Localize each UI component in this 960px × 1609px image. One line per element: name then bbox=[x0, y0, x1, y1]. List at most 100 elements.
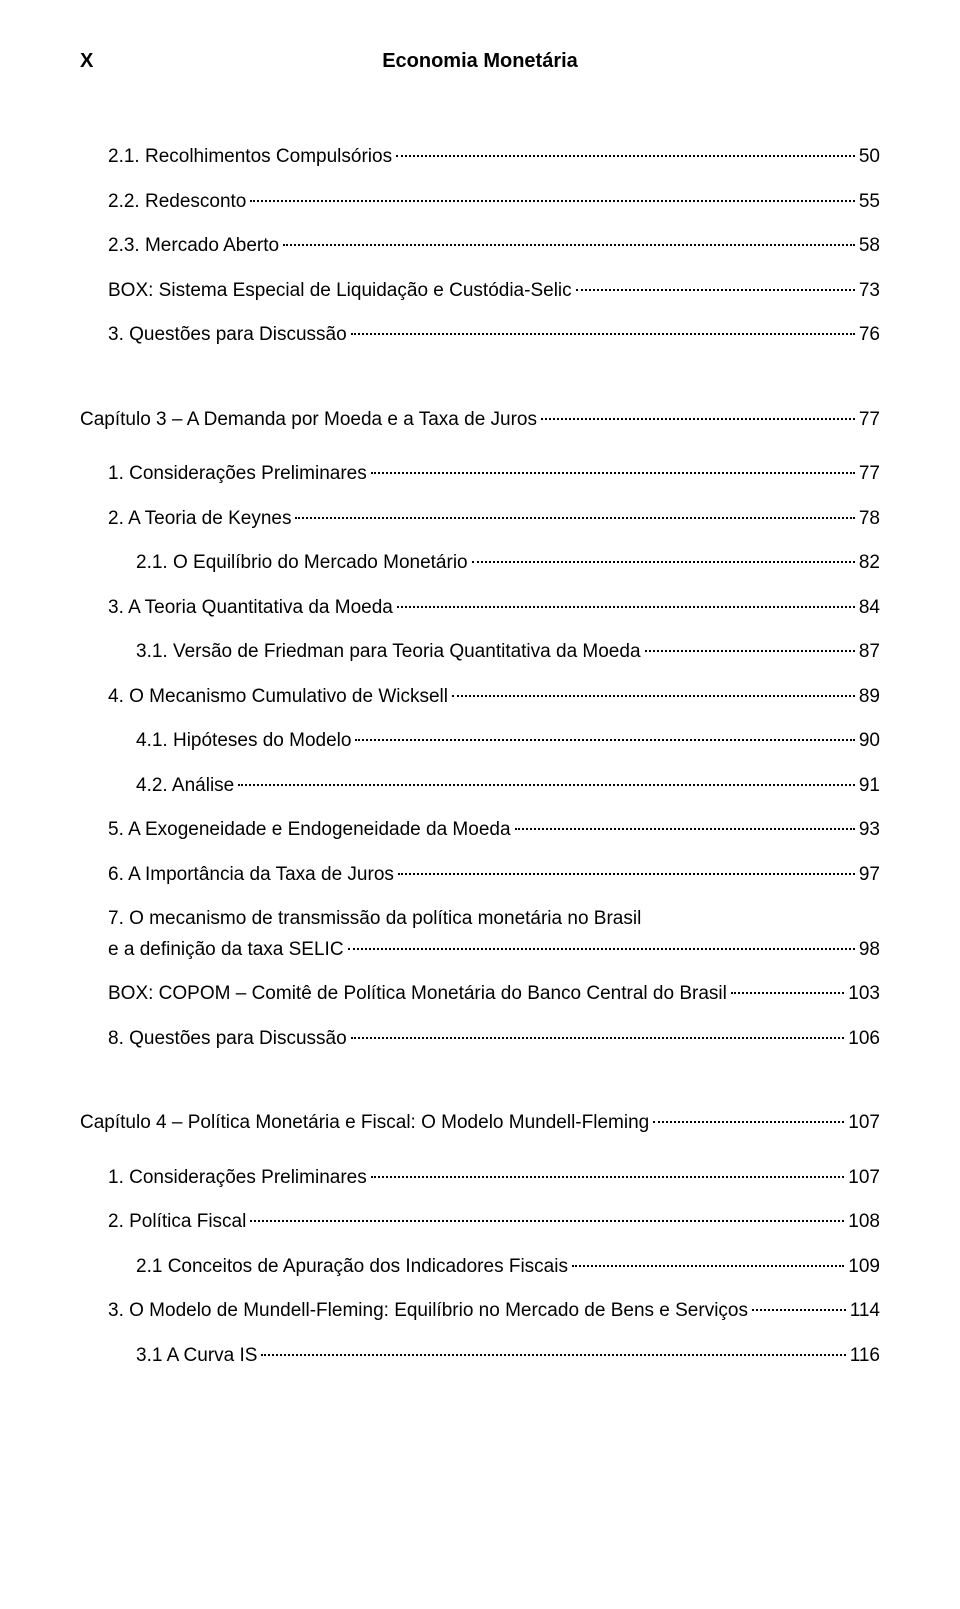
toc-dots bbox=[250, 200, 854, 202]
toc-dots bbox=[396, 155, 855, 157]
toc-dots bbox=[576, 289, 855, 291]
toc-text: 2. A Teoria de Keynes bbox=[108, 505, 291, 534]
toc-text: 2.1 Conceitos de Apuração dos Indicadore… bbox=[136, 1253, 568, 1282]
toc-text: 3.1. Versão de Friedman para Teoria Quan… bbox=[136, 638, 641, 667]
toc-text: 1. Considerações Preliminares bbox=[108, 1164, 367, 1193]
toc-text: 3.1 A Curva IS bbox=[136, 1342, 257, 1371]
toc-page: 87 bbox=[859, 638, 880, 667]
toc-dots bbox=[398, 873, 855, 875]
toc-text: 4.1. Hipóteses do Modelo bbox=[136, 727, 351, 756]
toc-page: 106 bbox=[848, 1025, 880, 1054]
toc-entry: 3.1. Versão de Friedman para Teoria Quan… bbox=[80, 638, 880, 667]
toc-container: 2.1. Recolhimentos Compulsórios 50 2.2. Re… bbox=[80, 143, 880, 1370]
toc-entry: 2. Política Fiscal108 bbox=[80, 1208, 880, 1237]
toc-page: 76 bbox=[859, 321, 880, 350]
toc-dots bbox=[731, 992, 844, 994]
toc-text: 2.3. Mercado Aberto bbox=[108, 232, 279, 261]
toc-entry: 2.1. Recolhimentos Compulsórios 50 bbox=[80, 143, 880, 172]
toc-dots bbox=[371, 1176, 845, 1178]
toc-entry: 2.1. O Equilíbrio do Mercado Monetário82 bbox=[80, 549, 880, 578]
toc-text: 3. Questões para Discussão bbox=[108, 321, 347, 350]
toc-dots bbox=[515, 828, 855, 830]
toc-text: BOX: Sistema Especial de Liquidação e Cu… bbox=[108, 277, 572, 306]
toc-dots bbox=[295, 517, 854, 519]
toc-text: e a definição da taxa SELIC bbox=[108, 936, 344, 965]
toc-entry: 5. A Exogeneidade e Endogeneidade da Moe… bbox=[80, 816, 880, 845]
toc-page: 91 bbox=[859, 772, 880, 801]
toc-entry: 2.1 Conceitos de Apuração dos Indicadore… bbox=[80, 1253, 880, 1282]
toc-text: 6. A Importância da Taxa de Juros bbox=[108, 861, 394, 890]
toc-text: 7. O mecanismo de transmissão da polític… bbox=[108, 905, 880, 934]
toc-dots bbox=[351, 333, 855, 335]
toc-page: 77 bbox=[859, 406, 880, 435]
toc-dots bbox=[348, 948, 855, 950]
toc-entry: 3. A Teoria Quantitativa da Moeda 84 bbox=[80, 594, 880, 623]
toc-page: 93 bbox=[859, 816, 880, 845]
toc-dots bbox=[250, 1220, 844, 1222]
toc-entry: 6. A Importância da Taxa de Juros 97 bbox=[80, 861, 880, 890]
toc-dots bbox=[371, 472, 855, 474]
toc-page: 107 bbox=[848, 1164, 880, 1193]
toc-dots bbox=[752, 1309, 846, 1311]
toc-entry: BOX: Sistema Especial de Liquidação e Cu… bbox=[80, 277, 880, 306]
toc-page: 108 bbox=[848, 1208, 880, 1237]
toc-page: 109 bbox=[848, 1253, 880, 1282]
toc-page: 78 bbox=[859, 505, 880, 534]
toc-page: 98 bbox=[859, 936, 880, 965]
toc-dots bbox=[653, 1121, 844, 1123]
toc-text: 2.2. Redesconto bbox=[108, 188, 246, 217]
toc-entry: 4.2. Análise91 bbox=[80, 772, 880, 801]
toc-page: 103 bbox=[848, 980, 880, 1009]
toc-page: 107 bbox=[848, 1109, 880, 1138]
toc-text: 2.1. O Equilíbrio do Mercado Monetário bbox=[136, 549, 468, 578]
toc-entry: Capítulo 4 – Política Monetária e Fiscal… bbox=[80, 1109, 880, 1138]
toc-entry: 1. Considerações Preliminares 77 bbox=[80, 460, 880, 489]
toc-entry: 3.1 A Curva IS116 bbox=[80, 1342, 880, 1371]
toc-entry: 2.3. Mercado Aberto 58 bbox=[80, 232, 880, 261]
toc-dots bbox=[645, 650, 855, 652]
toc-text: 3. A Teoria Quantitativa da Moeda bbox=[108, 594, 393, 623]
header-row: X Economia Monetária bbox=[80, 50, 880, 73]
toc-text: 4. O Mecanismo Cumulativo de Wicksell bbox=[108, 683, 448, 712]
toc-text: Capítulo 4 – Política Monetária e Fiscal… bbox=[80, 1109, 649, 1138]
toc-text: 2.1. Recolhimentos Compulsórios bbox=[108, 143, 392, 172]
spacer bbox=[80, 366, 880, 406]
toc-dots bbox=[472, 561, 855, 563]
toc-page: 97 bbox=[859, 861, 880, 890]
toc-dots bbox=[351, 1037, 845, 1039]
toc-text: 1. Considerações Preliminares bbox=[108, 460, 367, 489]
toc-dots bbox=[397, 606, 855, 608]
toc-dots bbox=[452, 695, 855, 697]
toc-dots bbox=[283, 244, 855, 246]
toc-page: 77 bbox=[859, 460, 880, 489]
toc-entry: Capítulo 3 – A Demanda por Moeda e a Tax… bbox=[80, 406, 880, 435]
toc-page: 55 bbox=[859, 188, 880, 217]
toc-dots bbox=[541, 418, 855, 420]
toc-page: 50 bbox=[859, 143, 880, 172]
toc-entry: 3. Questões para Discussão 76 bbox=[80, 321, 880, 350]
toc-entry: 1. Considerações Preliminares 107 bbox=[80, 1164, 880, 1193]
toc-entry: 8. Questões para Discussão 106 bbox=[80, 1025, 880, 1054]
spacer bbox=[80, 450, 880, 460]
toc-dots bbox=[261, 1354, 845, 1356]
toc-page: 89 bbox=[859, 683, 880, 712]
toc-entry: BOX: COPOM – Comitê de Política Monetári… bbox=[80, 980, 880, 1009]
spacer bbox=[80, 1154, 880, 1164]
toc-entry: 7. O mecanismo de transmissão da polític… bbox=[80, 905, 880, 964]
toc-entry: 3. O Modelo de Mundell-Fleming: Equilíbr… bbox=[80, 1297, 880, 1326]
toc-page: 90 bbox=[859, 727, 880, 756]
toc-text: BOX: COPOM – Comitê de Política Monetári… bbox=[108, 980, 727, 1009]
toc-dots bbox=[572, 1265, 844, 1267]
toc-page: 114 bbox=[850, 1297, 880, 1326]
toc-text: 5. A Exogeneidade e Endogeneidade da Moe… bbox=[108, 816, 511, 845]
toc-page: 58 bbox=[859, 232, 880, 261]
toc-page: 84 bbox=[859, 594, 880, 623]
toc-dots bbox=[355, 739, 854, 741]
toc-text: 3. O Modelo de Mundell-Fleming: Equilíbr… bbox=[108, 1297, 748, 1326]
toc-entry: 4. O Mecanismo Cumulativo de Wicksell 89 bbox=[80, 683, 880, 712]
toc-entry: 2.2. Redesconto 55 bbox=[80, 188, 880, 217]
header-title: Economia Monetária bbox=[80, 50, 880, 73]
toc-text: 8. Questões para Discussão bbox=[108, 1025, 347, 1054]
toc-entry: 4.1. Hipóteses do Modelo 90 bbox=[80, 727, 880, 756]
toc-entry: 2. A Teoria de Keynes 78 bbox=[80, 505, 880, 534]
